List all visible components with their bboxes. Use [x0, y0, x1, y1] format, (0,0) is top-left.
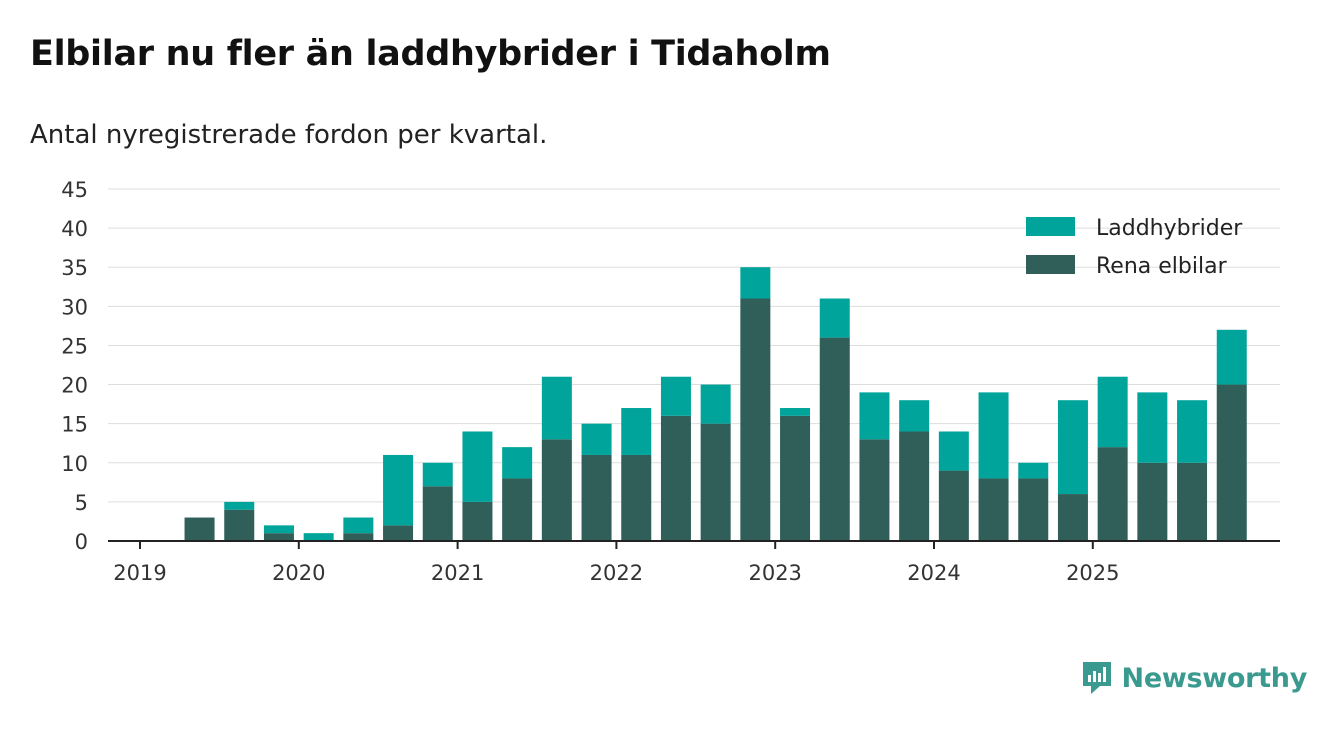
y-tick-label: 15 — [61, 413, 88, 437]
bar-rena-elbilar — [224, 509, 255, 541]
bar-rena-elbilar — [581, 454, 612, 541]
bar-rena-elbilar — [660, 415, 691, 541]
bar-rena-elbilar — [502, 478, 533, 541]
x-tick-label: 2022 — [590, 561, 643, 585]
bar-laddhybrider — [581, 423, 612, 455]
brand-name: Newsworthy — [1121, 662, 1308, 694]
legend-label-rena-elbilar: Rena elbilar — [1096, 254, 1228, 279]
bar-laddhybrider — [899, 400, 930, 432]
bar-rena-elbilar — [541, 439, 572, 541]
bar-laddhybrider — [1057, 400, 1088, 495]
bar-rena-elbilar — [184, 517, 215, 541]
chart-title: Elbilar nu fler än laddhybrider i Tidaho… — [30, 34, 831, 74]
bar-laddhybrider — [660, 376, 691, 416]
bar-laddhybrider — [819, 298, 850, 338]
y-tick-label: 0 — [75, 530, 88, 554]
newsworthy-icon — [1082, 662, 1111, 694]
bar-rena-elbilar — [1177, 462, 1208, 541]
bar-rena-elbilar — [422, 486, 453, 541]
x-tick-label: 2025 — [1066, 561, 1119, 585]
bar-laddhybrider — [303, 533, 334, 541]
bar-laddhybrider — [422, 462, 453, 487]
legend-swatch-laddhybrider — [1026, 217, 1075, 236]
bar-rena-elbilar — [343, 533, 374, 541]
bars — [184, 267, 1247, 541]
y-tick-label: 30 — [61, 295, 88, 319]
bar-laddhybrider — [383, 454, 414, 526]
bar-rena-elbilar — [938, 470, 969, 541]
bar-laddhybrider — [541, 376, 572, 440]
bar-rena-elbilar — [1057, 494, 1088, 541]
bar-laddhybrider — [780, 408, 811, 416]
bar-rena-elbilar — [740, 298, 771, 541]
y-tick-label: 25 — [61, 334, 88, 358]
bar-laddhybrider — [1216, 329, 1247, 385]
bar-rena-elbilar — [1097, 447, 1128, 541]
x-tick-label: 2020 — [272, 561, 325, 585]
bar-laddhybrider — [1137, 392, 1168, 463]
bar-laddhybrider — [343, 517, 374, 534]
bar-laddhybrider — [740, 267, 771, 299]
grid-lines — [108, 188, 1280, 503]
bar-rena-elbilar — [978, 478, 1009, 541]
bar-laddhybrider — [502, 447, 533, 479]
x-tick-label: 2019 — [113, 561, 166, 585]
bar-laddhybrider — [978, 392, 1009, 479]
y-tick-label: 35 — [61, 256, 88, 280]
chart-subtitle: Antal nyregistrerade fordon per kvartal. — [30, 120, 548, 150]
bar-rena-elbilar — [859, 439, 890, 541]
bar-rena-elbilar — [780, 415, 811, 541]
bar-laddhybrider — [1177, 400, 1208, 463]
bar-laddhybrider — [859, 392, 890, 440]
bar-laddhybrider — [621, 408, 652, 455]
bar-rena-elbilar — [1018, 478, 1049, 541]
y-tick-label: 40 — [61, 217, 88, 241]
bar-laddhybrider — [938, 431, 969, 471]
bar-rena-elbilar — [819, 337, 850, 541]
y-tick-label: 5 — [75, 491, 88, 515]
bar-rena-elbilar — [1137, 462, 1168, 541]
bar-laddhybrider — [263, 525, 294, 534]
y-tick-label: 45 — [61, 178, 88, 202]
bar-rena-elbilar — [263, 533, 294, 541]
bar-laddhybrider — [224, 501, 255, 510]
legend: Laddhybrider Rena elbilar — [1026, 216, 1243, 279]
bar-rena-elbilar — [462, 501, 493, 541]
brand-logo: Newsworthy — [1080, 660, 1307, 696]
bar-laddhybrider — [1097, 376, 1128, 448]
bar-rena-elbilar — [1216, 384, 1247, 541]
x-tick-label: 2024 — [907, 561, 960, 585]
bar-laddhybrider — [462, 431, 493, 502]
y-tick-label: 10 — [61, 452, 88, 476]
y-tick-label: 20 — [61, 374, 88, 398]
legend-swatch-rena-elbilar — [1026, 255, 1075, 274]
x-tick-label: 2023 — [748, 561, 801, 585]
bar-laddhybrider — [700, 384, 731, 424]
legend-label-laddhybrider: Laddhybrider — [1096, 216, 1243, 241]
bar-rena-elbilar — [383, 525, 414, 541]
bar-rena-elbilar — [899, 431, 930, 541]
bar-laddhybrider — [1018, 462, 1049, 479]
bar-rena-elbilar — [621, 454, 652, 541]
x-tick-label: 2021 — [431, 561, 484, 585]
bar-rena-elbilar — [700, 423, 731, 541]
